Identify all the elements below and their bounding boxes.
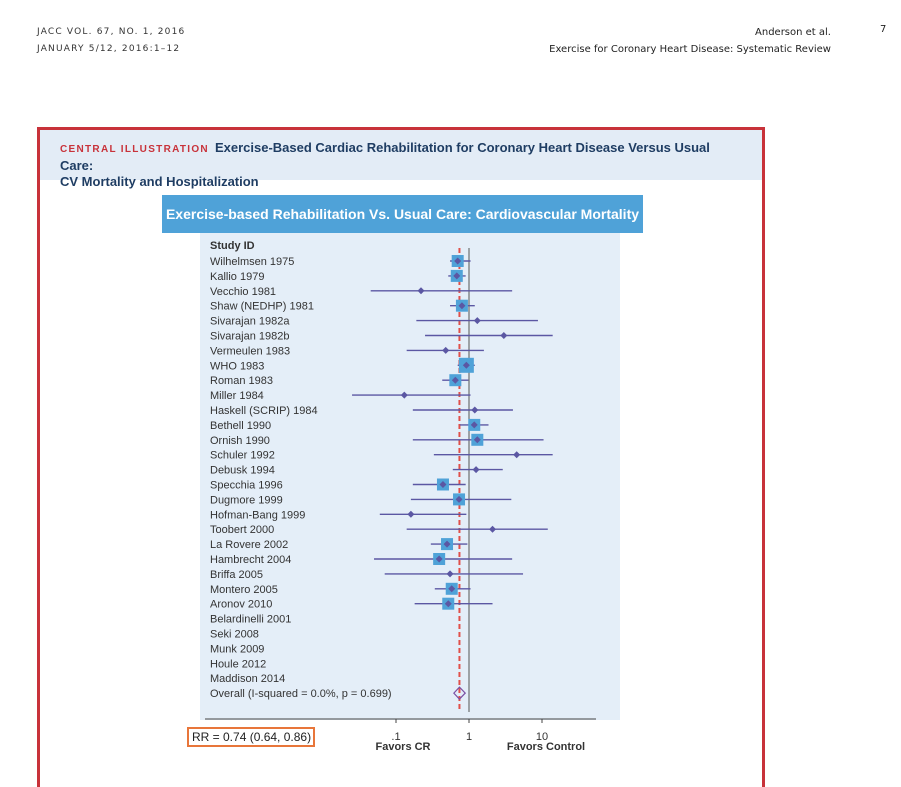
page-number: 7 — [880, 24, 887, 35]
point-estimate — [458, 302, 466, 310]
point-estimate — [448, 585, 456, 593]
author-line: Anderson et al. — [755, 27, 831, 38]
study-label: Dugmore 1999 — [210, 494, 283, 506]
journal-date: JANUARY 5/12, 2016:1–12 — [37, 44, 181, 54]
point-estimate — [473, 317, 481, 325]
summary-rr-box: RR = 0.74 (0.64, 0.86) — [187, 727, 315, 747]
point-estimate — [472, 466, 480, 474]
running-header: Anderson et al. Exercise for Coronary He… — [549, 24, 831, 58]
point-estimate — [444, 600, 452, 608]
journal-volume: JACC VOL. 67, NO. 1, 2016 — [37, 27, 186, 37]
study-label: Roman 1983 — [210, 375, 273, 387]
study-label: Belardinelli 2001 — [210, 614, 291, 626]
study-label: La Rovere 2002 — [210, 539, 288, 551]
study-label: Wilhelmsen 1975 — [210, 256, 294, 268]
overall-label: Overall (I-squared = 0.0%, p = 0.699) — [210, 688, 392, 700]
study-label: Miller 1984 — [210, 390, 264, 402]
study-label: Briffa 2005 — [210, 569, 263, 581]
point-estimate — [407, 510, 415, 518]
study-label: Vecchio 1981 — [210, 286, 276, 298]
study-label: Schuler 1992 — [210, 450, 275, 462]
point-estimate — [439, 481, 447, 488]
study-label: Maddison 2014 — [210, 673, 285, 685]
chart-title: Exercise-based Rehabilitation Vs. Usual … — [162, 195, 643, 233]
study-id-header: Study ID — [210, 240, 255, 252]
study-label: Montero 2005 — [210, 584, 278, 596]
study-label: Toobert 2000 — [210, 524, 274, 536]
x-axis-tick-label: 1 — [466, 731, 472, 743]
point-estimate — [455, 495, 463, 503]
point-estimate — [473, 436, 481, 444]
running-title: Exercise for Coronary Heart Disease: Sys… — [549, 44, 831, 55]
central-illustration-label: CENTRAL ILLUSTRATION — [60, 144, 209, 155]
point-estimate — [453, 272, 461, 280]
study-label: Hambrecht 2004 — [210, 554, 291, 566]
forest-plot: Study ID Wilhelmsen 1975 Kallio 1979 Vecchi… — [205, 240, 596, 753]
study-label: Haskell (SCRIP) 1984 — [210, 405, 318, 417]
study-label: Hofman-Bang 1999 — [210, 509, 305, 521]
study-label: Specchia 1996 — [210, 480, 283, 492]
study-label: WHO 1983 — [210, 360, 264, 372]
study-label: Houle 2012 — [210, 658, 266, 670]
point-estimate — [435, 555, 443, 563]
study-label: Debusk 1994 — [210, 465, 275, 477]
point-estimate — [443, 540, 451, 548]
point-estimate — [471, 406, 479, 414]
point-estimate — [500, 332, 508, 339]
point-estimate — [462, 361, 470, 369]
x-axis-tick-label: .1 — [391, 731, 400, 743]
study-label: Ornish 1990 — [210, 435, 270, 447]
favors-control-label: Favors Control — [507, 741, 585, 753]
overall-diamond — [453, 686, 467, 700]
point-estimate — [470, 421, 478, 429]
x-axis-tick-label: 10 — [536, 731, 548, 743]
study-label: Kallio 1979 — [210, 271, 264, 283]
point-estimate — [454, 257, 462, 265]
study-label: Shaw (NEDHP) 1981 — [210, 301, 314, 313]
point-estimate — [442, 346, 450, 354]
favors-cr-label: Favors CR — [375, 741, 430, 753]
study-label: Munk 2009 — [210, 643, 264, 655]
illustration-title-bar: CENTRAL ILLUSTRATION Exercise-Based Cardi… — [40, 130, 762, 189]
study-label: Bethell 1990 — [210, 420, 271, 432]
illustration-title-line1: Exercise-Based Cardiac Rehabilitation fo… — [60, 140, 710, 173]
point-estimate — [446, 570, 454, 578]
point-estimate — [400, 391, 408, 399]
chart-panel — [200, 233, 620, 720]
illustration-title-line2: CV Mortality and Hospitalization — [60, 174, 259, 189]
point-estimate — [513, 451, 521, 459]
study-label: Sivarajan 1982a — [210, 316, 290, 328]
study-label: Sivarajan 1982b — [210, 331, 290, 343]
point-estimate — [489, 525, 497, 533]
study-label: Vermeulen 1983 — [210, 345, 290, 357]
point-estimate — [451, 376, 459, 384]
point-estimate — [417, 287, 425, 295]
journal-citation: JACC VOL. 67, NO. 1, 2016 JANUARY 5/12, … — [37, 24, 185, 58]
study-label: Seki 2008 — [210, 629, 259, 641]
study-label: Aronov 2010 — [210, 599, 272, 611]
